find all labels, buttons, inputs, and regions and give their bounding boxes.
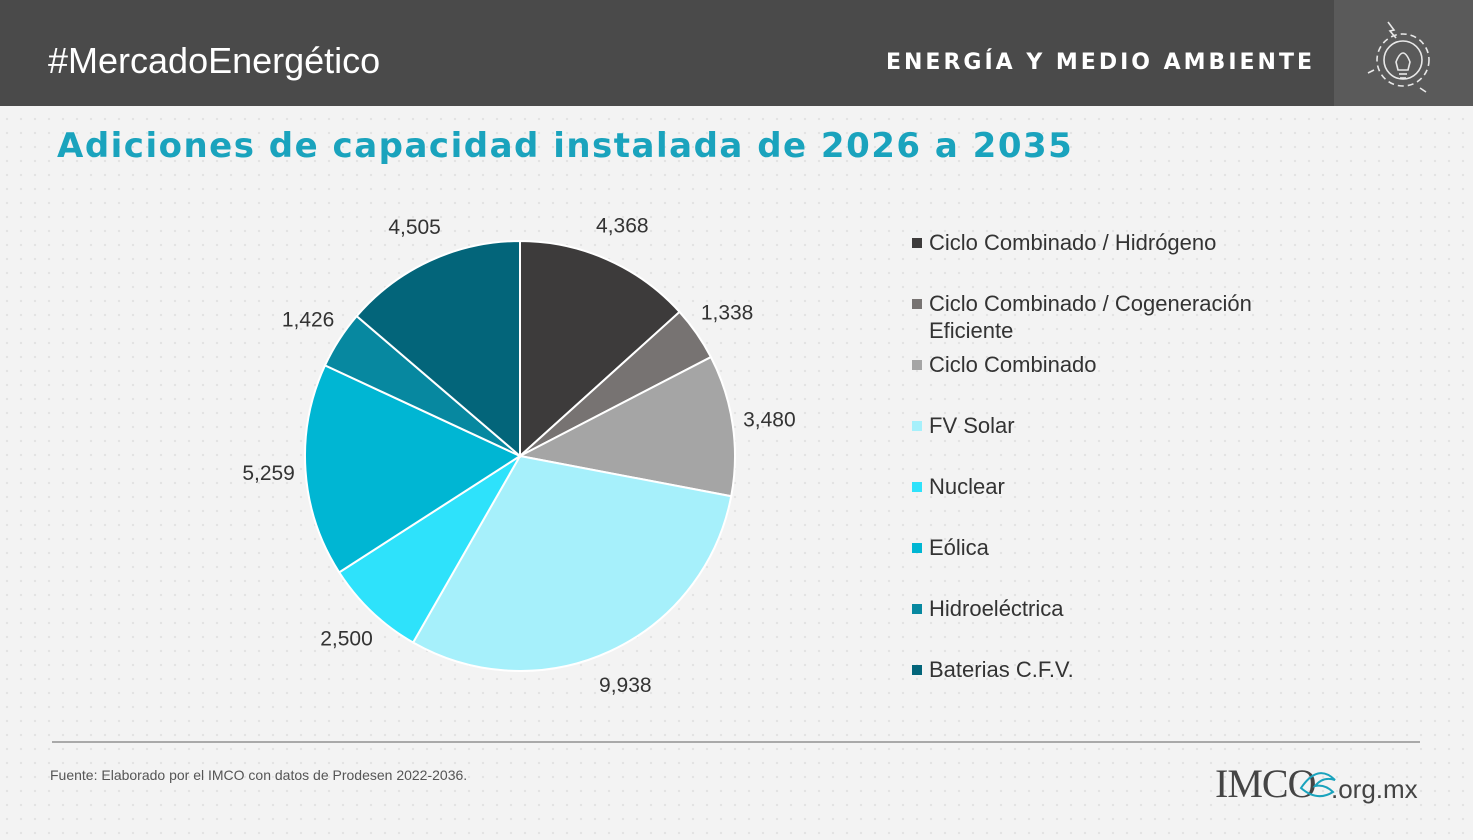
data-label-0: 4,368 xyxy=(596,215,649,238)
data-label-2: 3,480 xyxy=(743,409,796,432)
hashtag-title: #MercadoEnergético xyxy=(48,40,381,81)
data-label-6: 1,426 xyxy=(282,309,335,332)
legend-label-5: Eólica xyxy=(929,535,989,560)
footer-divider xyxy=(52,741,1420,743)
legend-swatch-2 xyxy=(912,360,922,370)
source-note: Fuente: Elaborado por el IMCO con datos … xyxy=(50,767,468,783)
pie-slice-0 xyxy=(519,239,681,459)
pie-slice-2 xyxy=(516,355,736,498)
legend-label-3: FV Solar xyxy=(929,413,1015,438)
data-label-7: 4,505 xyxy=(388,216,441,239)
legend-label-7: Baterias C.F.V. xyxy=(929,657,1074,682)
header-bar: #MercadoEnergético ENERGÍA Y MEDIO AMBIE… xyxy=(0,0,1473,106)
lightbulb-gear-icon xyxy=(1367,21,1430,93)
legend-swatch-0 xyxy=(912,238,922,248)
legend-swatch-6 xyxy=(912,604,922,614)
legend-swatch-1 xyxy=(912,299,922,309)
data-label-5: 5,259 xyxy=(242,462,295,485)
pie-slice-3 xyxy=(411,454,733,672)
section-label: ENERGÍA Y MEDIO AMBIENTE xyxy=(885,50,1315,75)
imco-logo: IMCO .org.mx xyxy=(1215,758,1425,808)
pie-slice-5 xyxy=(304,364,523,574)
pie-slice-7 xyxy=(355,239,521,459)
data-label-3: 9,938 xyxy=(599,674,652,697)
pie-slice-4 xyxy=(337,455,521,644)
legend-swatch-4 xyxy=(912,482,922,492)
chart-title: Adiciones de capacidad instalada de 2026… xyxy=(57,126,1074,166)
legend-swatch-5 xyxy=(912,543,922,553)
data-label-1: 1,338 xyxy=(701,301,754,324)
legend-label-4: Nuclear xyxy=(929,474,1005,499)
legend-label-2: Ciclo Combinado xyxy=(929,352,1097,377)
logo-text: IMCO xyxy=(1215,761,1316,806)
legend-swatch-7 xyxy=(912,665,922,675)
logo-domain: .org.mx xyxy=(1331,774,1418,804)
legend-label-1: Ciclo Combinado / Cogeneración Eficiente xyxy=(929,291,1252,343)
section-icon-box xyxy=(1334,0,1473,106)
legend-label-0: Ciclo Combinado / Hidrógeno xyxy=(929,230,1217,255)
legend-swatch-3 xyxy=(912,421,922,431)
logo-swirl-icon xyxy=(1299,772,1336,798)
legend-label-6: Hidroeléctrica xyxy=(929,596,1064,621)
data-label-4: 2,500 xyxy=(320,628,373,651)
